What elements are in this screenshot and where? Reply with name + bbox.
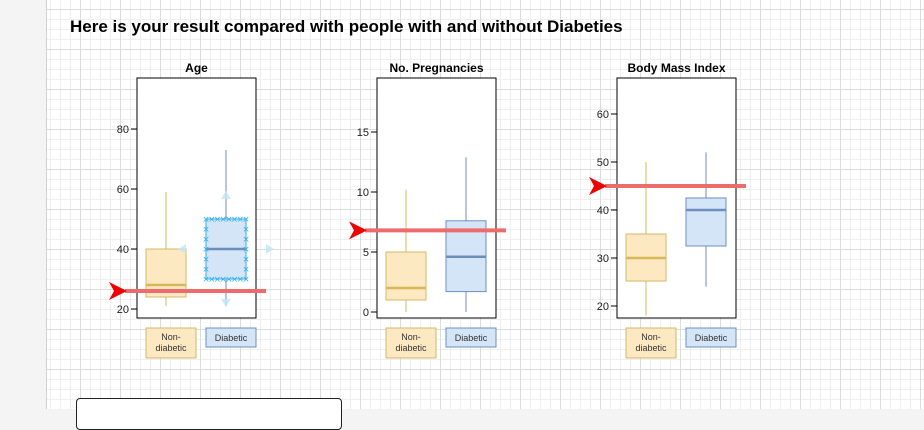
plot-title: Body Mass Index <box>627 61 725 75</box>
category-label-box <box>625 327 677 359</box>
box-diabetic: Diabetic <box>685 152 737 348</box>
y-tick-label: 80 <box>117 124 129 136</box>
bottom-card[interactable] <box>76 398 342 430</box>
handle-x: × <box>202 215 210 225</box>
y-tick-label: 10 <box>357 187 369 199</box>
box-non-diabetic: Non-diabetic <box>385 189 437 359</box>
handle-x: × <box>242 275 250 285</box>
handle-x: × <box>202 255 210 265</box>
result-arrow-icon <box>349 221 367 240</box>
handle-x: × <box>242 225 250 235</box>
y-tick-label: 0 <box>363 307 369 319</box>
y-tick-label: 5 <box>363 247 369 259</box>
handle-x: × <box>225 275 233 285</box>
results-heading: Here is your result compared with people… <box>70 17 623 36</box>
boxplot-2: No. Pregnancies 0 5 10 15 Non-diabetic Diabeti… <box>349 61 506 359</box>
selection-outline <box>205 218 247 280</box>
category-label: Diabetic <box>215 333 248 343</box>
handle-x: × <box>242 235 250 245</box>
category-label-box <box>205 327 257 348</box>
handle-x: × <box>242 245 250 255</box>
handle-x: × <box>208 215 216 225</box>
box-non-diabetic: Non-diabetic <box>625 162 677 359</box>
handle-x: × <box>202 275 210 285</box>
boxplot-1: Age20406080Non-diabetic×××××××××××××××××… <box>109 61 274 359</box>
handle-x: × <box>202 245 210 255</box>
selection-handles: ××××××××××××××××× ×× ×× ×× ×× × <box>178 191 274 307</box>
category-label-box <box>685 327 737 348</box>
y-tick-label: 60 <box>597 109 609 121</box>
category-label: Non- <box>641 332 661 342</box>
arrow-left-icon <box>178 244 186 254</box>
handle-x: × <box>202 265 210 275</box>
y-tick-label: 50 <box>597 157 609 169</box>
category-label-box <box>385 327 437 359</box>
y-tick-label: 40 <box>597 205 609 217</box>
handle-x: × <box>231 275 239 285</box>
handle-x: × <box>237 215 245 225</box>
result-arrow-icon <box>589 177 607 195</box>
handle-x: × <box>231 215 239 225</box>
category-label: Non- <box>401 332 421 342</box>
y-tick-label: 30 <box>597 253 609 265</box>
handle-x: × <box>214 275 222 285</box>
handle-x: × <box>214 215 222 225</box>
y-tick-label: 40 <box>117 244 129 256</box>
category-label: diabetic <box>635 343 667 353</box>
arrow-up-icon <box>221 191 231 199</box>
handle-x: × <box>202 235 210 245</box>
category-label: diabetic <box>155 343 187 353</box>
handle-x: × <box>202 225 210 235</box>
y-tick-label: 20 <box>117 304 129 316</box>
arrow-right-icon <box>266 244 274 254</box>
handle-x: × <box>242 215 250 225</box>
result-arrow-icon <box>109 282 127 300</box>
box-iqr <box>685 197 727 247</box>
box-iqr <box>385 251 427 301</box>
category-label-box <box>145 327 197 359</box>
category-label: diabetic <box>395 343 427 353</box>
category-label: Diabetic <box>695 333 728 343</box>
category-label: Non- <box>161 332 181 342</box>
handle-x: × <box>208 275 216 285</box>
handle-x: × <box>237 275 245 285</box>
boxplot-3: Body Mass Index 20 30 40 50 60 Non-diabetic Dia… <box>589 61 746 359</box>
plot-title: Age <box>185 61 208 75</box>
boxplot-charts: Age20406080Non-diabetic×××××××××××××××××… <box>109 61 746 359</box>
plot-title: No. Pregnancies <box>389 61 483 75</box>
box-diabetic: Diabetic <box>445 157 497 348</box>
y-tick-label: 60 <box>117 184 129 196</box>
arrow-down-icon <box>221 299 231 307</box>
category-label-box <box>445 327 497 348</box>
category-label: Diabetic <box>455 333 488 343</box>
handle-x: × <box>225 215 233 225</box>
handle-x: × <box>242 255 250 265</box>
box-diabetic: ××××××××××××××××× ×× ×× ×× ×× ×Diabetic <box>178 150 274 348</box>
y-tick-label: 15 <box>357 127 369 139</box>
handle-x: × <box>219 275 227 285</box>
y-tick-label: 20 <box>597 301 609 313</box>
handle-x: × <box>242 265 250 275</box>
handle-x: × <box>219 215 227 225</box>
